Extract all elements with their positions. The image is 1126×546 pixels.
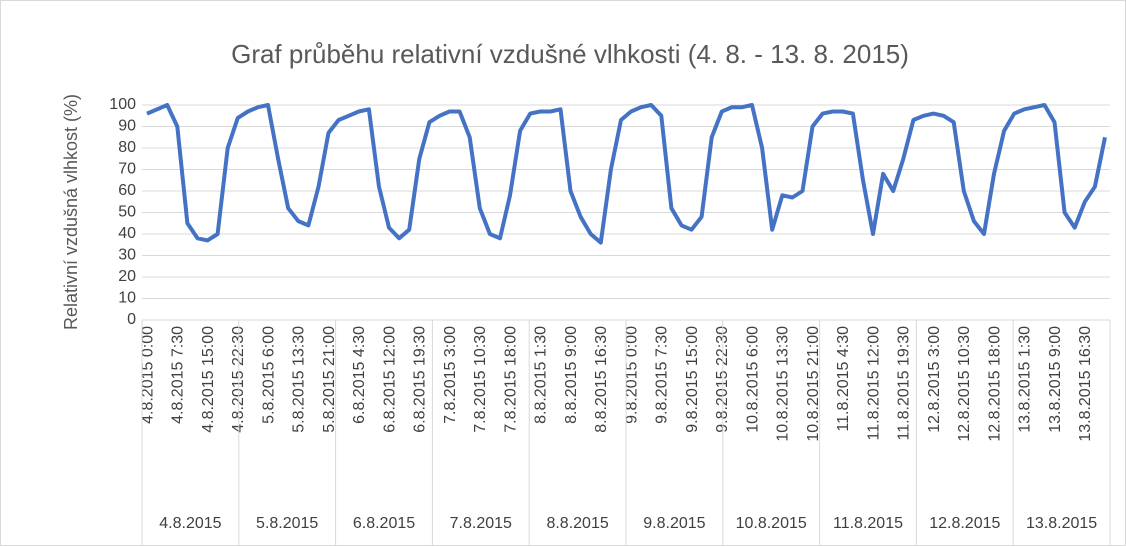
x-tick-label: 4.8.2015 15:00 xyxy=(200,326,217,433)
group-label: 9.8.2015 xyxy=(643,515,705,532)
y-tick-label: 50 xyxy=(118,204,136,221)
y-tick-label: 60 xyxy=(118,182,136,199)
x-tick-label: 6.8.2015 19:30 xyxy=(412,326,429,433)
group-label: 5.8.2015 xyxy=(256,515,318,532)
x-tick-label: 11.8.2015 19:30 xyxy=(896,326,913,441)
x-tick-label: 7.8.2015 3:00 xyxy=(442,326,459,424)
x-tick-label: 9.8.2015 15:00 xyxy=(684,326,701,433)
x-tick-label: 12.8.2015 10:30 xyxy=(956,326,973,442)
x-tick-label: 5.8.2015 6:00 xyxy=(260,326,277,424)
x-tick-label: 6.8.2015 12:00 xyxy=(381,326,398,433)
y-tick-label: 40 xyxy=(118,225,136,242)
x-tick-label: 8.8.2015 16:30 xyxy=(593,326,610,433)
y-tick-label: 100 xyxy=(109,96,136,113)
y-tick-label: 0 xyxy=(127,311,136,328)
x-tick-label: 11.8.2015 4:30 xyxy=(835,326,852,432)
x-tick-label: 13.8.2015 1:30 xyxy=(1017,326,1034,433)
y-tick-label: 70 xyxy=(118,161,136,178)
y-tick-label: 90 xyxy=(118,118,136,135)
x-tick-label: 4.8.2015 7:30 xyxy=(170,326,187,424)
x-tick-label: 10.8.2015 6:00 xyxy=(744,326,761,433)
x-tick-label: 12.8.2015 18:00 xyxy=(986,326,1003,442)
x-tick-label: 13.8.2015 16:30 xyxy=(1077,326,1094,442)
y-axis-label: Relativní vzdušná vlhkost (%) xyxy=(61,94,81,330)
x-tick-label: 11.8.2015 12:00 xyxy=(865,326,882,441)
group-label: 6.8.2015 xyxy=(353,515,415,532)
x-tick-label: 5.8.2015 13:30 xyxy=(291,326,308,433)
y-tick-label: 10 xyxy=(118,290,136,307)
x-tick-label: 9.8.2015 0:00 xyxy=(623,326,640,424)
x-tick-label: 12.8.2015 3:00 xyxy=(926,326,943,433)
data-line xyxy=(146,103,1107,245)
y-tick-label: 30 xyxy=(118,247,136,264)
group-label: 7.8.2015 xyxy=(450,515,512,532)
chart-title: Graf průběhu relativní vzdušné vlhkosti … xyxy=(231,39,909,69)
x-tick-label: 7.8.2015 10:30 xyxy=(472,326,489,433)
y-tick-label: 80 xyxy=(118,139,136,156)
group-label: 12.8.2015 xyxy=(929,515,1000,532)
x-tick-label: 10.8.2015 21:00 xyxy=(805,326,822,442)
x-tick-label: 4.8.2015 0:00 xyxy=(139,326,156,424)
x-tick-label: 8.8.2015 9:00 xyxy=(563,326,580,424)
group-label: 8.8.2015 xyxy=(546,515,608,532)
x-tick-label: 5.8.2015 21:00 xyxy=(321,326,338,433)
group-label: 13.8.2015 xyxy=(1026,515,1097,532)
x-tick-label: 6.8.2015 4:30 xyxy=(351,326,368,424)
x-tick-label: 9.8.2015 7:30 xyxy=(654,326,671,424)
x-tick-label: 7.8.2015 18:00 xyxy=(502,326,519,433)
group-label: 10.8.2015 xyxy=(736,515,807,532)
group-label: 11.8.2015 xyxy=(833,515,903,532)
x-tick-label: 8.8.2015 1:30 xyxy=(533,326,550,424)
x-tick-label: 13.8.2015 9:00 xyxy=(1047,326,1064,433)
group-label: 4.8.2015 xyxy=(159,515,221,532)
y-tick-label: 20 xyxy=(118,268,136,285)
x-tick-label: 10.8.2015 13:30 xyxy=(775,326,792,442)
